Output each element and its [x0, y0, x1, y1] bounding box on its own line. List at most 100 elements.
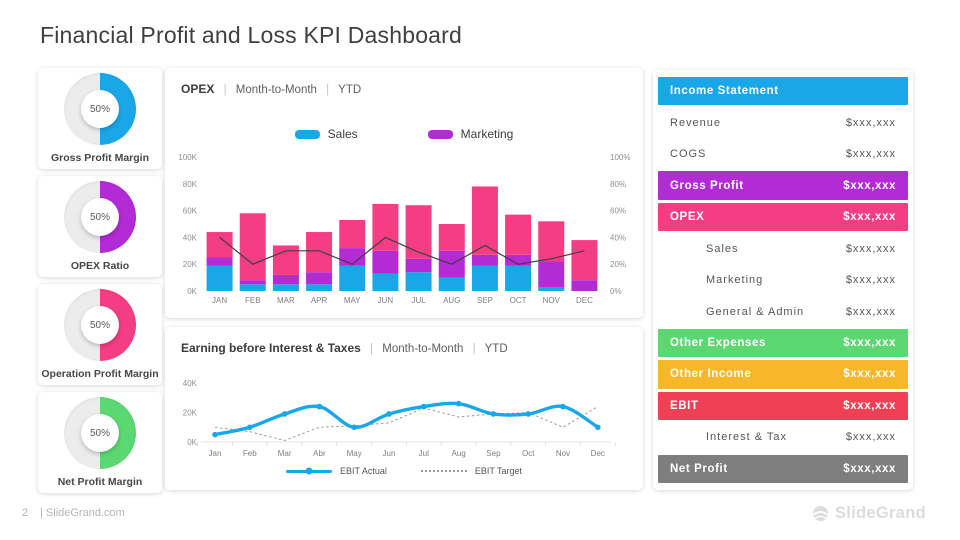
y-axis-tick-right: 20%	[610, 260, 626, 269]
donut-center: 50%	[81, 198, 119, 236]
income-statement-table: Income Statement Revenue $xxx,xxx COGS $xxx,…	[653, 70, 913, 490]
ebit-view-month-to-month[interactable]: Month-to-Month	[382, 343, 464, 355]
ebit-actual-line	[213, 401, 600, 437]
income-row-interest-tax: Interest & Tax $xxx,xxx	[658, 423, 908, 451]
donut-value: 50%	[89, 427, 110, 439]
income-row-label: Gross Profit	[670, 179, 744, 192]
ebit-actual-point	[455, 400, 462, 407]
ebit-panel: Earning before Interest & Taxes | Month-…	[165, 327, 643, 490]
donut-center: 50%	[81, 414, 119, 452]
income-row-cogs: COGS $xxx,xxx	[658, 140, 908, 168]
bar-segment-marketing	[538, 261, 565, 287]
bar-segment-sales	[438, 277, 465, 291]
bar-segment-sales	[272, 284, 299, 291]
income-row-label: Interest & Tax	[706, 431, 788, 444]
legend-swatch	[427, 129, 453, 139]
brand-name: SlideGrand	[834, 504, 926, 522]
x-axis-month-label: DEC	[576, 296, 593, 305]
income-row-label: Other Income	[670, 368, 752, 381]
bar-segment-marketing	[571, 280, 598, 291]
income-row-label: General & Admin	[706, 305, 805, 318]
ebit-header: Earning before Interest & Taxes | Month-…	[165, 327, 643, 356]
footer-site-link[interactable]: | SlideGrand.com	[40, 507, 125, 519]
income-row-sales: Sales $xxx,xxx	[658, 234, 908, 262]
income-row-ebit: EBIT $xxx,xxx	[658, 391, 908, 421]
kpi-label: Net Profit Margin	[57, 476, 143, 488]
bar-segment-sales	[339, 265, 366, 291]
income-row-value: $xxx,xxx	[845, 274, 896, 287]
x-axis-month-label: Jan	[209, 449, 222, 458]
income-row-value: $xxx,xxx	[845, 431, 896, 444]
x-axis-month-label: FEB	[245, 296, 261, 305]
bar-segment-sales	[471, 265, 498, 291]
legend-label: EBIT Target	[474, 466, 523, 476]
bar-segment-marketing	[505, 254, 532, 266]
ebit-actual-point	[386, 411, 392, 417]
bar-segment-other-opex	[306, 232, 333, 273]
income-row-value: $xxx,xxx	[843, 211, 896, 224]
y-axis-tick-right: 40%	[610, 233, 626, 242]
opex-view-month-to-month[interactable]: Month-to-Month	[235, 84, 317, 96]
bar-segment-marketing	[306, 272, 333, 285]
kpi-card-operation-profit-margin: 50% Operation Profit Margin	[38, 284, 162, 385]
bar-segment-marketing	[206, 257, 233, 266]
kpi-sidebar: 50% Gross Profit Margin 50% OPEX Ratio 50% Op…	[38, 68, 162, 493]
page-title: Financial Profit and Loss KPI Dashboard	[40, 22, 463, 48]
y-axis-tick-right: 80%	[610, 180, 626, 189]
bar-segment-sales	[306, 284, 333, 291]
donut-center: 50%	[81, 306, 119, 344]
x-axis-month-label: MAR	[277, 296, 295, 305]
x-axis-month-label: AUG	[443, 296, 460, 305]
opex-panel: OPEX | Month-to-Month | YTD Sales Marketi…	[165, 68, 643, 318]
bar-segment-marketing	[405, 258, 432, 273]
income-row-revenue: Revenue $xxx,xxx	[658, 108, 908, 136]
income-row-label: EBIT	[670, 399, 699, 412]
bar-segment-marketing	[471, 254, 498, 266]
donut-gauge: 50%	[64, 73, 136, 145]
legend-line-sample	[285, 469, 332, 473]
ebit-actual-point	[316, 403, 323, 410]
opex-view-ytd[interactable]: YTD	[338, 84, 362, 96]
income-row-label: Marketing	[706, 274, 764, 287]
y-axis-tick-left: 80K	[183, 180, 198, 189]
ebit-actual-point	[560, 403, 566, 410]
page-number: 2	[22, 507, 29, 519]
x-axis-month-label: MAY	[344, 296, 361, 305]
kpi-card-net-profit-margin: 50% Net Profit Margin	[38, 392, 162, 493]
ebit-actual-point	[351, 424, 357, 431]
income-row-gross-profit: Gross Profit $xxx,xxx	[658, 171, 908, 200]
legend-dotted-sample	[420, 470, 467, 472]
income-row-other-expenses: Other Expenses $xxx,xxx	[658, 328, 908, 358]
bar-segment-other-opex	[272, 245, 299, 275]
x-axis-month-label: Sep	[486, 449, 501, 458]
separator: |	[472, 343, 476, 355]
ebit-actual-point	[281, 411, 288, 417]
y-axis-tick-left: 100K	[178, 153, 197, 162]
opex-title: OPEX	[181, 82, 215, 96]
bar-segment-sales	[239, 284, 266, 291]
x-axis-month-label: APR	[311, 296, 328, 305]
income-row-value: $xxx,xxx	[845, 148, 896, 161]
y-axis-tick-left: 0K	[187, 287, 197, 296]
x-axis-month-label: JUN	[378, 296, 394, 305]
opex-legend: Sales Marketing	[165, 127, 643, 141]
x-axis-month-label: JUL	[411, 296, 426, 305]
kpi-label: Operation Profit Margin	[41, 368, 159, 380]
legend-swatch	[294, 129, 320, 139]
income-row-value: $xxx,xxx	[843, 368, 896, 381]
income-row-value: $xxx,xxx	[845, 116, 896, 129]
bar-segment-marketing	[372, 250, 399, 274]
income-row-value: $xxx,xxx	[845, 305, 896, 318]
kpi-label: OPEX Ratio	[70, 260, 130, 272]
income-row-other-income: Other Income $xxx,xxx	[658, 360, 908, 389]
bar-segment-other-opex	[372, 203, 399, 251]
ebit-view-ytd[interactable]: YTD	[484, 343, 508, 355]
x-axis-month-label: Feb	[243, 449, 257, 458]
separator: |	[370, 343, 374, 355]
bar-segment-other-opex	[538, 221, 565, 262]
ebit-actual-point	[595, 424, 601, 431]
ebit-actual-point	[212, 431, 218, 438]
donut-gauge: 50%	[64, 289, 136, 361]
ebit-line-chart: 0K 20K 40K Jan Feb Mar Abr May Jun Jul Aug Sep Oct No…	[183, 379, 616, 458]
income-row-value: $xxx,xxx	[845, 242, 896, 255]
